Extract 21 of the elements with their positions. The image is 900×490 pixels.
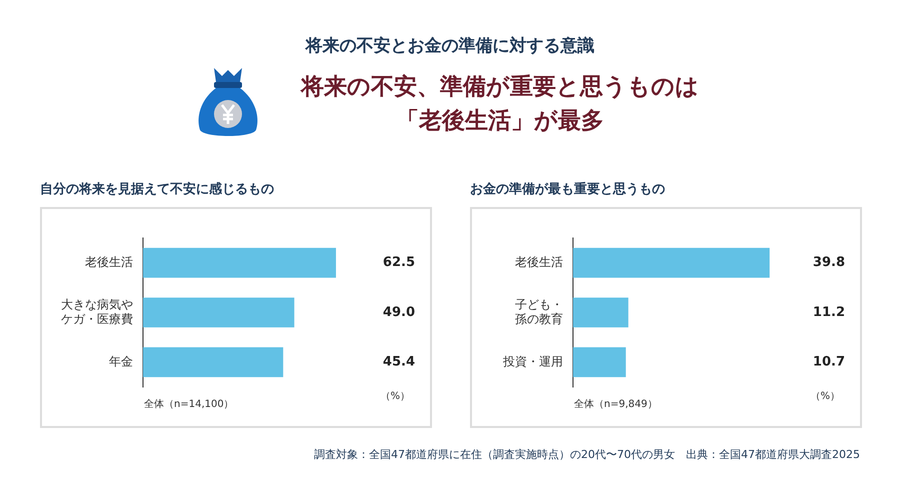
chart-title: お金の準備が最も重要と思うもの: [470, 180, 665, 198]
text: （%）: [810, 390, 840, 403]
y-tick-label: 老後生活: [85, 254, 133, 269]
y-tick-label: 投資・運用: [502, 354, 563, 368]
data-label: 49.0: [382, 304, 415, 320]
text: 将来の不安、準備が重要と思うものは「老後生活」が最多: [299, 73, 700, 136]
text: （%）: [380, 390, 410, 403]
data-label: 39.8: [812, 255, 845, 270]
text: 将来の不安とお金の準備に対する意識: [304, 35, 596, 57]
y-tick-label: 子ども・孫の教育: [515, 297, 563, 326]
text: 調査対象：全国47都道府県に在住（調査実施時点）の20代〜70代の男女 出典：全国47都道府県大調査2025: [314, 447, 860, 462]
data-label: 11.2: [812, 304, 845, 320]
y-tick-label: 老後生活: [515, 254, 563, 269]
chart-title: 自分の将来を見据えて不安に感じるもの: [40, 180, 274, 198]
text: 全体（n=14,100）: [144, 398, 234, 411]
text: 全体（n=9,849）: [574, 398, 658, 411]
data-label: 45.4: [382, 354, 415, 370]
data-label: 10.7: [812, 354, 845, 370]
data-label: 62.5: [382, 255, 415, 270]
y-tick-label: 年金: [109, 354, 133, 368]
y-tick-label: 大きな病気やケガ・医療費: [61, 297, 133, 326]
